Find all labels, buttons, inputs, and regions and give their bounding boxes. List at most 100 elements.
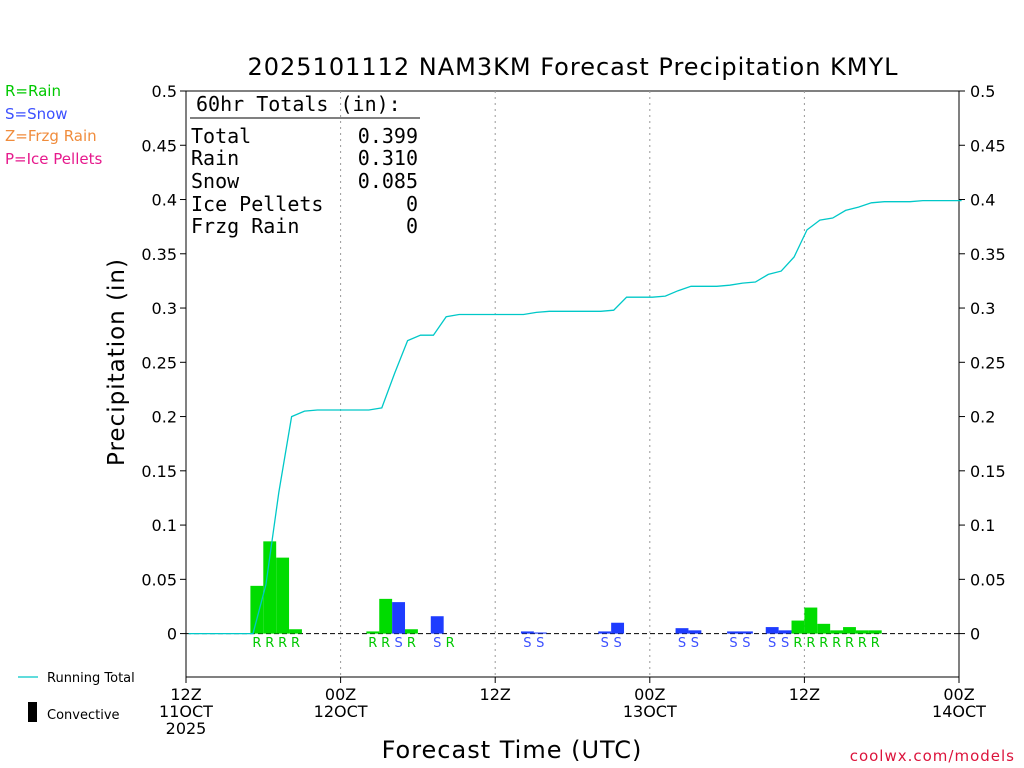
legend-frzg-rain: Z=Frzg Rain (5, 127, 97, 145)
precip-type-label: S (601, 636, 609, 651)
x-tick-label: 00Z (943, 685, 974, 704)
precip-bar (289, 629, 302, 634)
precip-type-label: R (446, 636, 455, 651)
y-tick-label-left: 0.35 (141, 245, 177, 264)
x-tick-label: 12Z (789, 685, 820, 704)
precip-bar (430, 616, 444, 634)
precip-type-label: S (691, 636, 699, 651)
precip-bar (804, 607, 818, 634)
precip-bar (520, 631, 534, 634)
precip-bar (598, 631, 612, 634)
precip-type-label: S (729, 636, 737, 651)
precip-bar (843, 627, 856, 634)
totals-snow-label: Snow (191, 169, 240, 193)
totals-rain-value: 0.310 (358, 146, 418, 170)
precip-type-label: S (433, 636, 441, 651)
precip-bar (791, 620, 805, 634)
totals-box: 60hr Totals (in): Total 0.399 Rain 0.310… (190, 92, 420, 238)
x-tick-label: 00Z (325, 685, 356, 704)
x-tick-label: 13OCT (623, 702, 677, 721)
precip-type-label: S (523, 636, 531, 651)
precip-bar (855, 630, 869, 634)
precip-bar (392, 602, 406, 634)
convective-legend-label: Convective (47, 708, 120, 723)
y-axis-label: Precipitation (in) (104, 258, 130, 466)
running-total-legend-label: Running Total (47, 671, 135, 686)
y-axis-right: 0 0.05 0.1 0.15 0.2 0.25 0.3 0.35 0.4 0.45 0.5 (959, 82, 1006, 644)
y-tick-label-left: 0.1 (152, 516, 177, 535)
precip-type-label: R (368, 636, 377, 651)
y-tick-label-left: 0.2 (152, 408, 177, 427)
y-axis-left: 0 0.05 0.1 0.15 0.2 0.25 0.3 0.35 0.4 0.45 0.5 (141, 82, 186, 644)
y-tick-label-right: 0.45 (970, 136, 1006, 155)
precip-bar (405, 629, 418, 634)
y-tick-label-left: 0.45 (141, 136, 177, 155)
y-tick-label-left: 0 (167, 625, 177, 644)
y-tick-label-left: 0.3 (152, 299, 177, 318)
precip-type-label: R (806, 636, 815, 651)
gridlines (340, 91, 805, 677)
chart-title: 2025101112 NAM3KM Forecast Precipitation… (247, 53, 898, 81)
precip-bar (611, 622, 625, 634)
y-tick-label-left: 0.15 (141, 462, 177, 481)
precip-type-label: S (742, 636, 750, 651)
precip-type-label: R (291, 636, 300, 651)
totals-ice-label: Ice Pellets (191, 192, 323, 216)
precip-bar (675, 628, 689, 634)
y-tick-label-right: 0.35 (970, 245, 1006, 264)
precip-bar (366, 631, 380, 634)
precip-bar (817, 623, 831, 634)
x-tick-label: 12OCT (314, 702, 368, 721)
precip-bars (250, 541, 882, 634)
y-tick-label-right: 0.5 (970, 82, 995, 101)
precip-type-label: R (265, 636, 274, 651)
precip-type-label: R (819, 636, 828, 651)
precip-type-label: S (613, 636, 621, 651)
legend-rain: R=Rain (5, 82, 61, 100)
precip-type-label: R (252, 636, 261, 651)
y-tick-label-right: 0.15 (970, 462, 1006, 481)
y-tick-label-right: 0.1 (970, 516, 995, 535)
precip-bar (778, 630, 792, 634)
running-total-line (188, 199, 962, 635)
precip-bar (533, 632, 547, 634)
running-total-polyline (188, 199, 962, 635)
totals-total-value: 0.399 (358, 124, 418, 148)
y-tick-label-left: 0.5 (152, 82, 177, 101)
y-tick-label-left: 0.05 (141, 570, 177, 589)
precip-bar (263, 541, 277, 634)
precip-type-label: S (768, 636, 776, 651)
precip-type-label: S (678, 636, 686, 651)
totals-ice-value: 0 (406, 192, 418, 216)
precip-type-label: S (536, 636, 544, 651)
precip-bar (250, 585, 264, 634)
y-tick-label-right: 0.4 (970, 191, 995, 210)
legend-ice-pellets: P=Ice Pellets (5, 150, 102, 168)
precip-bar (727, 631, 740, 634)
y-tick-label-left: 0.4 (152, 191, 177, 210)
x-tick-label: 00Z (634, 685, 665, 704)
y-tick-label-right: 0.3 (970, 299, 995, 318)
precip-type-label: S (394, 636, 402, 651)
precip-type-label: R (407, 636, 416, 651)
y-tick-label-right: 0 (970, 625, 980, 644)
precip-bar (765, 627, 779, 634)
precip-bar (688, 630, 702, 634)
precip-type-label: R (793, 636, 802, 651)
x-tick-label: 11OCT (159, 702, 213, 721)
totals-header: 60hr Totals (in): (196, 92, 401, 116)
y-tick-label-right: 0.05 (970, 570, 1006, 589)
plot-frame (185, 90, 960, 678)
precip-type-label: R (858, 636, 867, 651)
legend-snow: S=Snow (5, 105, 68, 123)
precip-type-label: R (278, 636, 287, 651)
y-tick-label-left: 0.25 (141, 353, 177, 372)
totals-total-label: Total (191, 124, 251, 148)
precip-type-label: S (781, 636, 789, 651)
x-tick-label: 14OCT (932, 702, 986, 721)
totals-snow-value: 0.085 (358, 169, 418, 193)
x-tick-label: 2025 (166, 719, 207, 738)
